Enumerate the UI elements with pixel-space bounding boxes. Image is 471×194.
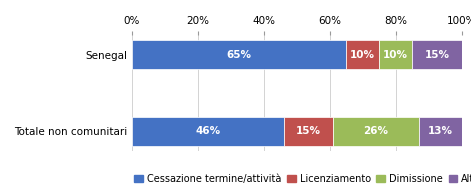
Text: 65%: 65% <box>227 50 252 60</box>
Bar <box>132 40 346 69</box>
Bar <box>346 40 379 69</box>
Text: 15%: 15% <box>296 126 321 136</box>
Text: 15%: 15% <box>424 50 449 60</box>
Text: 13%: 13% <box>428 126 453 136</box>
Bar <box>412 40 462 69</box>
Bar <box>379 40 412 69</box>
Bar <box>132 117 284 146</box>
Bar <box>284 117 333 146</box>
Text: 26%: 26% <box>363 126 389 136</box>
Text: 10%: 10% <box>350 50 375 60</box>
Bar <box>419 117 462 146</box>
Bar <box>333 117 419 146</box>
Text: 46%: 46% <box>195 126 220 136</box>
Legend: Cessazione termine/attività, Licenziamento, Dimissione, Altre: Cessazione termine/attività, Licenziamen… <box>130 170 471 188</box>
Text: 10%: 10% <box>383 50 408 60</box>
